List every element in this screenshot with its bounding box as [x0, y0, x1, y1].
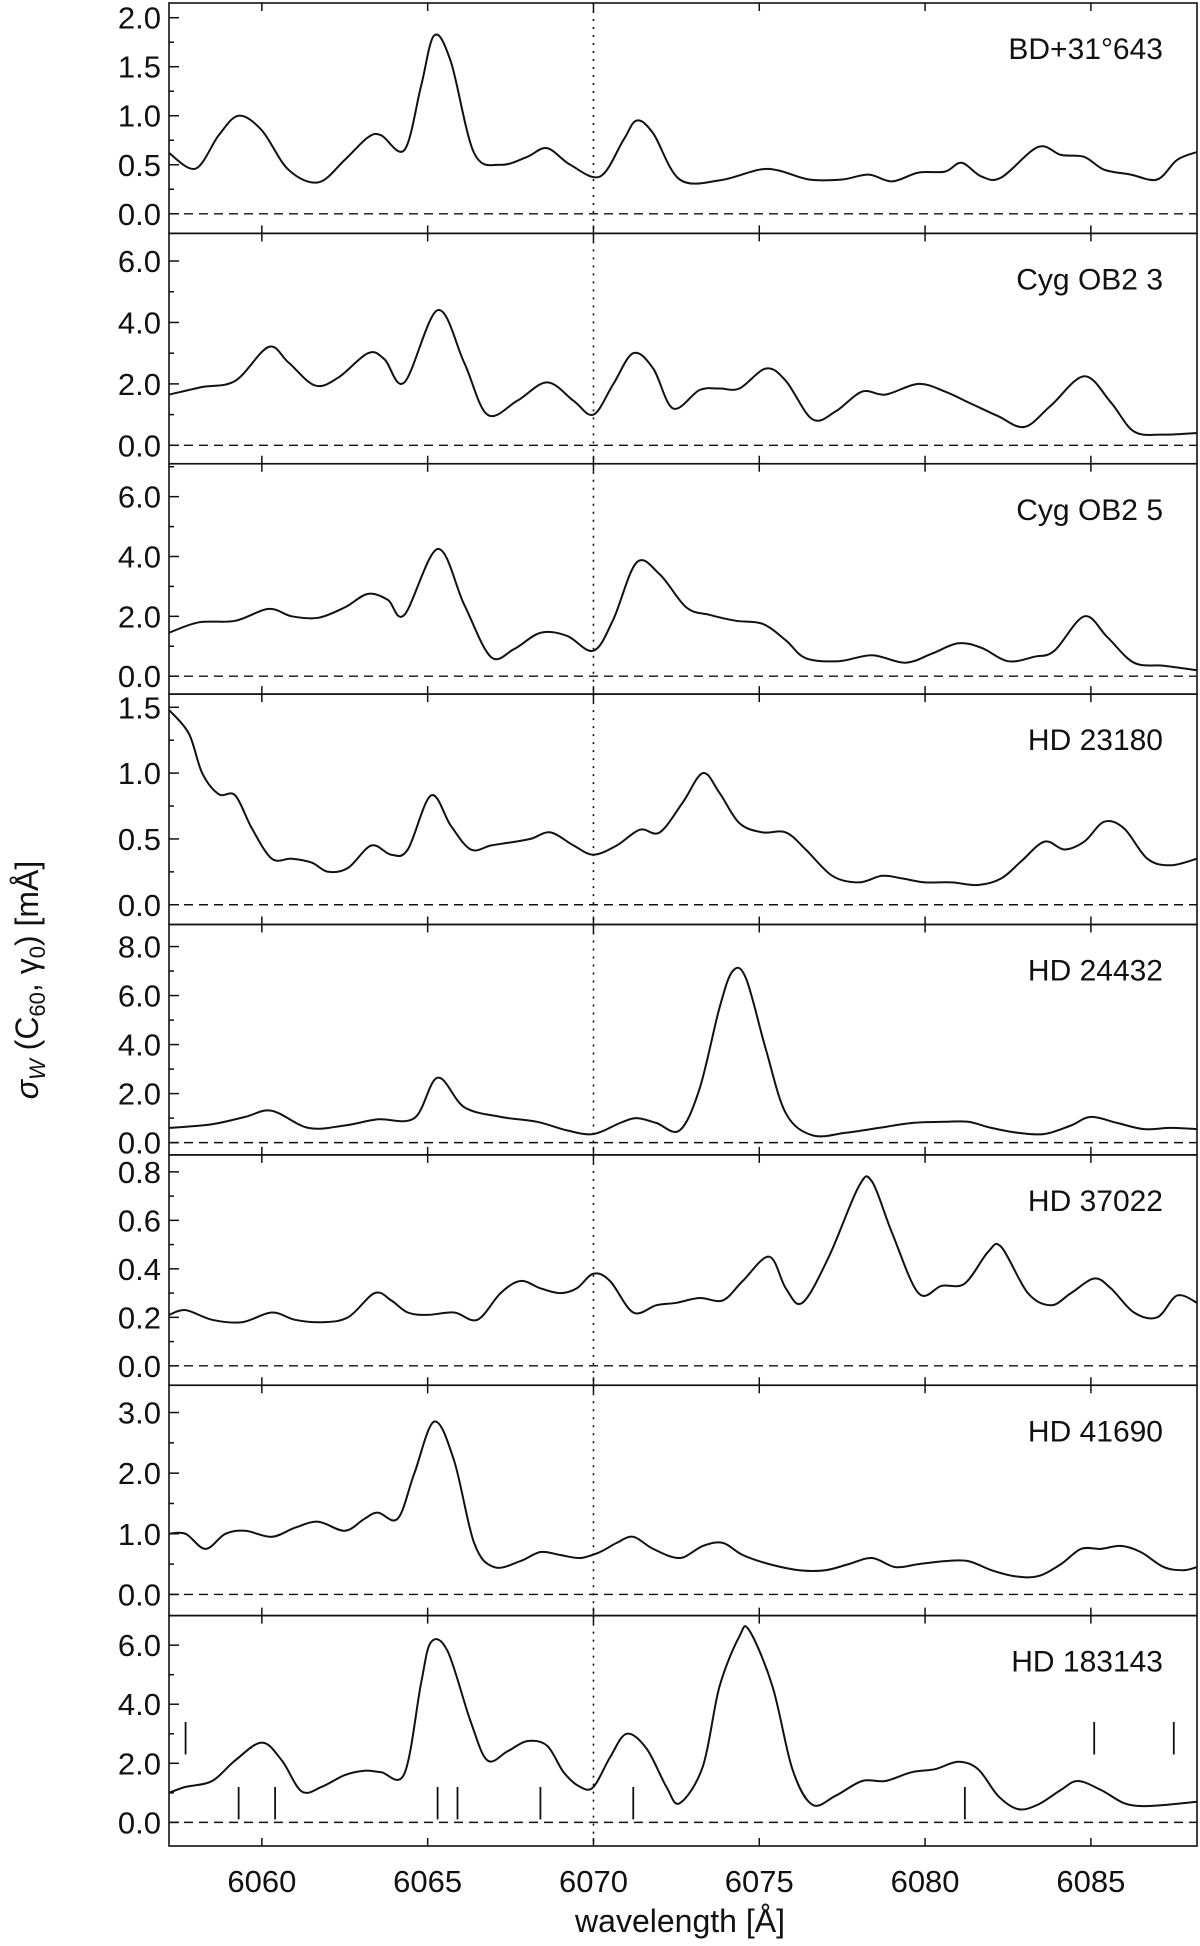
x-tick-label: 6080: [891, 1864, 960, 1899]
y-tick-label: 1.0: [118, 756, 161, 791]
panel-5: 0.0 2.0 4.0 6.0 8.0 HD 24432: [118, 923, 1198, 1161]
y-tick-label: 4.0: [118, 1028, 161, 1063]
y-tick-label: 6.0: [118, 480, 161, 515]
panel-label: HD 37022: [1028, 1185, 1163, 1218]
panel-4: 0.0 0.5 1.0 1.5 HD 23180: [118, 690, 1198, 926]
y-tick-label: 0.0: [118, 888, 161, 923]
y-tick-label: 0.0: [118, 1349, 161, 1384]
y-tick-label: 2.0: [118, 599, 161, 634]
y-tick-label: 0.0: [118, 197, 161, 232]
y-tick-label: 3.0: [118, 1396, 161, 1431]
y-tick-label: 0.0: [118, 1805, 161, 1840]
panel-7: 0.0 1.0 2.0 3.0 HD 41690: [118, 1384, 1198, 1617]
spectrum-curve: [168, 33, 1198, 185]
y-axis-label-sub-0: 0: [25, 946, 50, 958]
y-tick-label: 2.0: [118, 367, 161, 402]
y-axis-label-sub-w: W: [25, 1057, 50, 1080]
x-tick-label: 6070: [559, 1864, 628, 1899]
y-tick-label: 0.0: [118, 1577, 161, 1612]
y-tick-label: 1.0: [118, 1517, 161, 1552]
y-tick-label: 8.0: [118, 930, 161, 965]
x-tick-label: 6065: [393, 1864, 462, 1899]
y-axis-label-unit: ) [mÅ]: [9, 861, 45, 946]
panel-3: 0.0 2.0 4.0 6.0 Cyg OB2 5: [118, 462, 1198, 695]
y-tick-label: 1.5: [118, 50, 161, 85]
spectrum-curve: [168, 1625, 1198, 1811]
y-tick-label: 1.5: [118, 690, 161, 725]
spectrum-curve: [168, 309, 1198, 436]
y-tick-label: 0.0: [118, 1126, 161, 1161]
panel-label: HD 24432: [1028, 955, 1163, 988]
panel-label: HD 183143: [1011, 1646, 1163, 1679]
y-axis-label-symbol: σ: [9, 1078, 45, 1099]
panel-6: 0.0 0.2 0.4 0.6 0.8 HD 37022: [118, 1154, 1198, 1387]
y-tick-label: 0.2: [118, 1300, 161, 1335]
y-tick-label: 4.0: [118, 305, 161, 340]
spectrum-curve: [168, 548, 1198, 672]
y-tick-label: 6.0: [118, 1628, 161, 1663]
spectrum-curve: [168, 1420, 1198, 1579]
y-tick-label: 2.0: [118, 1746, 161, 1781]
panel-label: BD+31°643: [1008, 33, 1163, 66]
y-tick-label: 1.0: [118, 99, 161, 134]
spectrum-curve: [168, 1175, 1198, 1324]
y-tick-label: 2.0: [118, 1, 161, 36]
panel-frame: [168, 1614, 1198, 1847]
x-tick-label: 6085: [1056, 1864, 1125, 1899]
panel-label: Cyg OB2 5: [1016, 494, 1163, 527]
x-axis-label: wavelength [Å]: [574, 1903, 785, 1939]
y-tick-label: 2.0: [118, 1456, 161, 1491]
x-axis: 6060 6065 6070 6075 6080 6085: [227, 1864, 1125, 1899]
x-tick-label: 6060: [227, 1864, 296, 1899]
y-tick-label: 0.0: [118, 428, 161, 463]
y-tick-label: 0.5: [118, 822, 161, 857]
y-tick-label: 6.0: [118, 979, 161, 1014]
x-tick-label: 6075: [725, 1864, 794, 1899]
y-tick-label: 0.0: [118, 659, 161, 694]
panel-8: 0.0 2.0 4.0 6.0 HD 183143: [118, 1614, 1198, 1847]
spectrum-curve: [168, 709, 1198, 887]
panel-label: Cyg OB2 3: [1016, 263, 1163, 296]
y-tick-label: 4.0: [118, 539, 161, 574]
panel-2: 0.0 2.0 4.0 6.0 Cyg OB2 3: [118, 232, 1198, 465]
y-axis-label-sub-60: 60: [25, 992, 50, 1016]
panel-label: HD 23180: [1028, 724, 1163, 757]
y-axis-label-part1: (C: [9, 1017, 45, 1060]
panel-1: 0.0 0.5 1.0 1.5 2.0 BD+31°643: [118, 1, 1198, 235]
y-tick-label: 0.8: [118, 1155, 161, 1190]
y-axis-label: σW (C60, γ0) [mÅ]: [9, 861, 50, 1100]
y-tick-label: 6.0: [118, 244, 161, 279]
y-axis-label-part2: , γ: [9, 958, 45, 992]
panels-layer: 0.0 0.5 1.0 1.5 2.0 BD+31°643 0.0 2.0 4.0 6.0 Cyg …: [118, 1, 1198, 1847]
y-tick-label: 4.0: [118, 1687, 161, 1722]
y-tick-label: 0.5: [118, 148, 161, 183]
panel-label: HD 41690: [1028, 1415, 1163, 1448]
y-tick-label: 0.6: [118, 1203, 161, 1238]
y-tick-label: 2.0: [118, 1077, 161, 1112]
y-tick-label: 0.4: [118, 1252, 161, 1287]
spectrum-curve: [168, 966, 1198, 1138]
